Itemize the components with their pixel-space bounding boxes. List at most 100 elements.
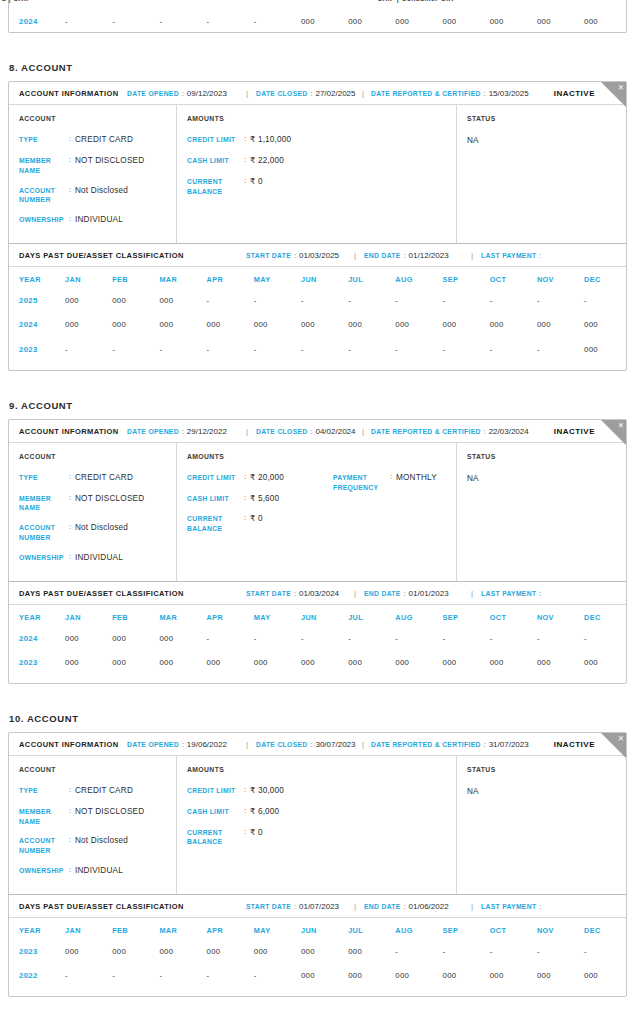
month-column-header: APR (207, 275, 254, 284)
dpd-cell: 000 (348, 971, 395, 980)
dpd-cell: - (207, 345, 254, 354)
dpd-year-label: 2023 (19, 947, 65, 956)
dpd-cell: 000 (443, 658, 490, 667)
dpd-cell: 000 (490, 658, 537, 667)
ownership-field: OWNERSHIP:INDIVIDUAL (19, 214, 168, 226)
dpd-cell: - (301, 634, 348, 643)
dpd-cell: 000 (443, 971, 490, 980)
current-balance-value: ₹ 0 (250, 827, 448, 848)
dpd-cell: 000 (301, 658, 348, 667)
dpd-cell: 000 (537, 971, 584, 980)
inactive-ribbon: ✕ (601, 733, 626, 758)
month-column-header: AUG (395, 613, 442, 622)
dpd-cell: 000 (490, 971, 537, 980)
dpd-cell: 000 (443, 320, 490, 329)
dpd-header-row: YEARJANFEBMARAPRMAYJUNJULAUGSEPOCTNOVDEC (19, 922, 616, 939)
date-opened-value: 19/06/2022 (187, 740, 227, 749)
date-closed-group: DATE CLOSED:27/02/2025 (256, 82, 356, 105)
current-balance-field: CURRENT BALANCE:₹ 0 (187, 827, 448, 848)
dpd-cell: - (348, 345, 395, 354)
account-card-10: ACCOUNT INFORMATION DATE OPENED:19/06/20… (8, 732, 627, 997)
dpd-cell: - (490, 296, 537, 305)
account-number-field: ACCOUNT NUMBER:Not Disclosed (19, 185, 168, 206)
x-icon: ✕ (618, 734, 624, 744)
last-payment-group: LAST PAYMENT: (481, 582, 544, 606)
account-number-value: Not Disclosed (75, 185, 168, 206)
dpd-year-row: 2023000000000000000000000----- (19, 939, 616, 964)
ownership-value: INDIVIDUAL (75, 865, 168, 877)
dpd-cell: 000 (112, 296, 159, 305)
dpd-cell: 000 (537, 17, 584, 26)
dpd-cell: - (207, 296, 254, 305)
start-date-value: 01/03/2025 (299, 251, 339, 260)
dpd-cell: 000 (537, 320, 584, 329)
account-info-header: ACCOUNT INFORMATION DATE OPENED:29/12/20… (9, 420, 626, 443)
dpd-cell: - (65, 345, 112, 354)
dpd-cell: - (112, 971, 159, 980)
dpd-cell: - (443, 296, 490, 305)
dpd-year-row: 2024-----000000000000000000000 (19, 9, 616, 34)
month-column-header: MAY (254, 275, 301, 284)
account-info-body: ACCOUNT TYPE:CREDIT CARD MEMBER NAME:NOT… (9, 443, 626, 581)
cash-limit-field: CASH LIMIT:₹ 6,000 (187, 806, 448, 818)
date-reported-value: 31/07/2023 (489, 740, 529, 749)
month-column-header: JAN (65, 613, 112, 622)
dpd-cell: - (65, 17, 112, 26)
divider-pipe: | (246, 82, 248, 105)
month-column-header: JAN (65, 926, 112, 935)
account-number-value: Not Disclosed (75, 835, 168, 856)
month-column-header: JAN (65, 275, 112, 284)
account-info-title: ACCOUNT INFORMATION (19, 420, 119, 443)
end-date-value: 01/01/2023 (409, 589, 449, 598)
start-date-group: START DATE:01/03/2024 (246, 582, 339, 606)
ownership-field: OWNERSHIP:INDIVIDUAL (19, 865, 168, 877)
account-column: ACCOUNT TYPE:CREDIT CARD MEMBER NAME:NOT… (9, 105, 176, 243)
dpd-cell: 000 (159, 658, 206, 667)
dpd-cell: 000 (65, 634, 112, 643)
dpd-cell: 000 (537, 658, 584, 667)
current-balance-field: CURRENT BALANCE:₹ 0 (187, 513, 448, 534)
date-opened-group: DATE OPENED:29/12/2022 (127, 420, 227, 443)
month-column-header: FEB (112, 613, 159, 622)
x-icon: ✕ (618, 421, 624, 431)
dpd-cell: - (537, 296, 584, 305)
account-number-value: Not Disclosed (75, 522, 168, 543)
month-column-header: JUN (301, 275, 348, 284)
divider-pipe: | (354, 895, 356, 919)
dpd-header: DAYS PAST DUE/ASSET CLASSIFICATION START… (9, 581, 626, 605)
cash-limit-field: CASH LIMIT:₹ 22,000 (187, 155, 448, 167)
dpd-cell: - (537, 345, 584, 354)
type-field: TYPE:CREDIT CARD (19, 134, 168, 146)
year-column-header: YEAR (19, 275, 65, 284)
date-reported-value: 22/03/2024 (489, 427, 529, 436)
month-column-header: OCT (490, 613, 537, 622)
current-balance-value: ₹ 0 (250, 176, 448, 197)
cash-limit-value: ₹ 6,000 (250, 806, 448, 818)
dpd-cell: 000 (159, 634, 206, 643)
type-value: CREDIT CARD (75, 472, 168, 484)
amounts-column: AMOUNTS CREDIT LIMIT:₹ 20,000 CASH LIMIT… (176, 443, 456, 581)
dpd-cell: - (348, 296, 395, 305)
month-column-header: APR (207, 613, 254, 622)
dpd-cell: - (584, 947, 616, 956)
dpd-year-row: 2024000000000--------- (19, 626, 616, 651)
dpd-year-row: 2023-----------000 (19, 337, 616, 362)
month-column-header: NOV (537, 613, 584, 622)
dpd-cell: - (207, 17, 254, 26)
dpd-cell: - (443, 947, 490, 956)
date-opened-value: 29/12/2022 (187, 427, 227, 436)
month-column-header: SEP (443, 926, 490, 935)
dpd-year-row: 2025000000000--------- (19, 288, 616, 313)
date-reported-value: 15/03/2025 (489, 89, 529, 98)
dpd-cell: 000 (584, 17, 616, 26)
date-reported-group: DATE REPORTED & CERTIFIED:15/03/2025 (371, 82, 529, 105)
status-column: STATUS NA (456, 756, 626, 894)
cash-limit-value: ₹ 5,600 (250, 493, 448, 505)
end-date-value: 01/06/2022 (409, 902, 449, 911)
status-badge: INACTIVE (554, 82, 595, 105)
account-card-9: ACCOUNT INFORMATION DATE OPENED:29/12/20… (8, 419, 627, 684)
type-field: TYPE:CREDIT CARD (19, 472, 168, 484)
month-column-header: JUL (348, 613, 395, 622)
divider-pipe: | (246, 733, 248, 756)
dpd-cell: 000 (112, 658, 159, 667)
